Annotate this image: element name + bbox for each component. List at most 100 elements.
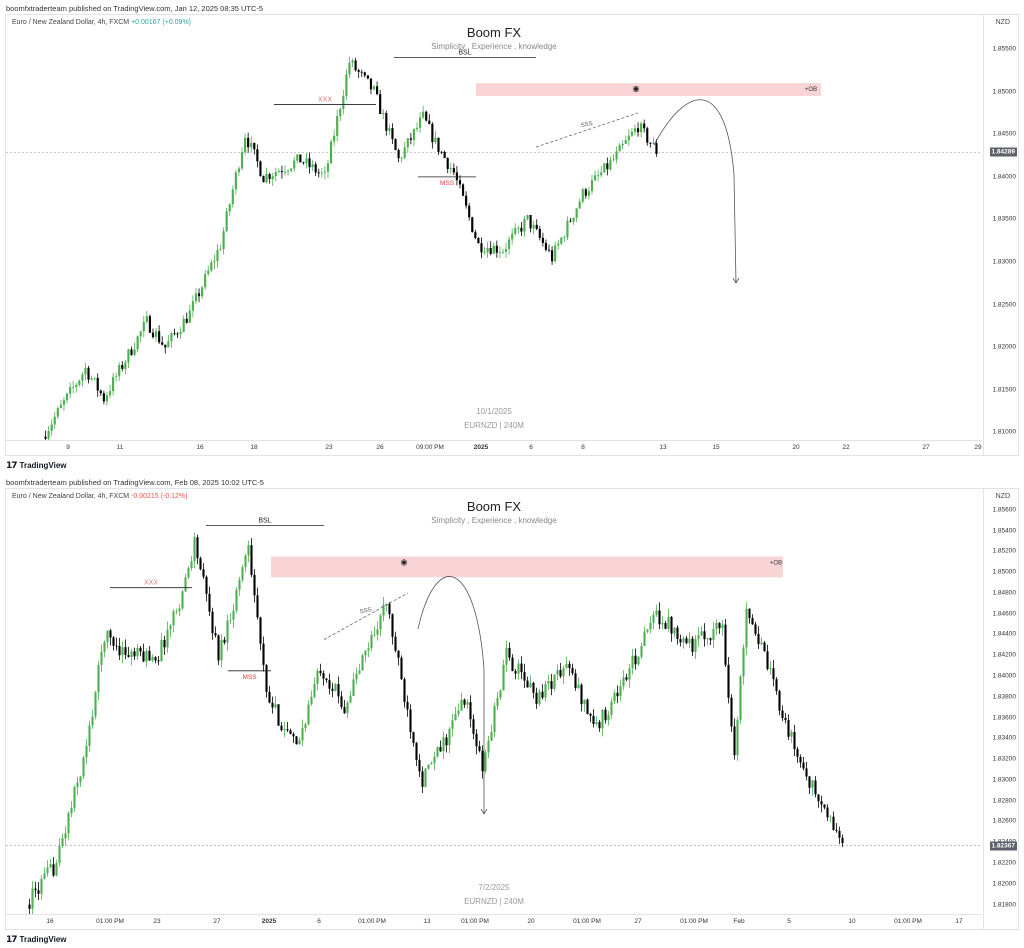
time-tick-label: Feb bbox=[733, 918, 745, 925]
candle-body bbox=[193, 537, 196, 562]
candle bbox=[259, 160, 262, 177]
candle bbox=[636, 122, 640, 137]
candle-body bbox=[568, 663, 571, 669]
candle bbox=[99, 389, 102, 396]
time-tick-label: 6 bbox=[529, 444, 533, 451]
tradingview-logo: 𝟭𝟳 TradingView bbox=[6, 460, 67, 471]
candle-body bbox=[314, 164, 317, 173]
candle-body bbox=[161, 342, 164, 345]
candle bbox=[451, 713, 454, 737]
time-tick-label: 27 bbox=[634, 918, 642, 925]
candle bbox=[164, 344, 167, 354]
price-tick-label: 1.83200 bbox=[992, 755, 1017, 763]
candle-body bbox=[329, 141, 333, 164]
candle-body bbox=[139, 331, 142, 337]
candlestick-chart[interactable]: ◉ +OB BSL XXX MSS SSS bbox=[6, 15, 982, 441]
candle bbox=[446, 157, 449, 174]
candle-body bbox=[700, 631, 703, 636]
candle bbox=[106, 630, 109, 649]
candle bbox=[832, 811, 835, 831]
candle bbox=[75, 382, 78, 393]
candle bbox=[55, 859, 58, 877]
mss-label: MSS bbox=[440, 180, 455, 187]
candle-body bbox=[311, 164, 314, 168]
candle bbox=[214, 626, 217, 638]
candle bbox=[406, 137, 409, 153]
time-axis[interactable]: 9 11 16 18 23 26 09:00 PM 2025 6 8 13 15 20 22 27 29 bbox=[6, 440, 982, 455]
candle-body bbox=[226, 620, 229, 643]
candlestick-chart[interactable]: ◉ +OB BSL XXX MSS SSS bbox=[6, 489, 982, 915]
candle bbox=[627, 129, 630, 146]
candle bbox=[421, 766, 424, 794]
candle bbox=[274, 167, 277, 182]
candle-body bbox=[175, 611, 178, 612]
price-scale[interactable]: NZD 1.85600 1.85400 1.85200 1.85000 1.84800 1… bbox=[983, 489, 1018, 929]
candle-body bbox=[148, 316, 151, 333]
candle bbox=[658, 602, 661, 630]
candle bbox=[469, 695, 472, 728]
candle-body bbox=[422, 111, 425, 118]
candle bbox=[50, 419, 53, 437]
candle bbox=[358, 663, 361, 675]
candle bbox=[118, 637, 121, 660]
candle-body bbox=[220, 639, 223, 661]
price-tick-label: 1.85200 bbox=[992, 547, 1017, 555]
candle-body bbox=[742, 647, 745, 677]
candle-body bbox=[449, 168, 452, 169]
price-tick-label: 1.83000 bbox=[992, 258, 1017, 266]
candle bbox=[76, 776, 79, 796]
candle bbox=[477, 237, 480, 244]
candle bbox=[382, 596, 385, 622]
candle bbox=[643, 626, 646, 647]
candle bbox=[382, 108, 385, 120]
candle bbox=[67, 811, 70, 840]
price-tick-label: 1.85500 bbox=[992, 45, 1017, 53]
order-block-zone bbox=[476, 83, 821, 96]
candle bbox=[348, 56, 351, 79]
price-tick-label: 1.85000 bbox=[992, 568, 1017, 576]
candle bbox=[569, 218, 572, 223]
candle bbox=[661, 616, 664, 630]
price-tick-label: 1.81500 bbox=[992, 386, 1017, 394]
candle bbox=[181, 590, 184, 610]
candle-body bbox=[118, 365, 121, 377]
candle bbox=[130, 648, 133, 666]
candle bbox=[787, 714, 790, 741]
candle-body bbox=[418, 759, 421, 772]
candle bbox=[361, 653, 364, 671]
candle-body bbox=[50, 424, 53, 431]
price-tick-label: 1.82000 bbox=[992, 343, 1017, 351]
candle-body bbox=[709, 638, 712, 641]
candle bbox=[148, 646, 151, 661]
candle-body bbox=[364, 650, 367, 656]
candle-body bbox=[76, 782, 79, 788]
candle bbox=[103, 640, 106, 658]
candle-body bbox=[142, 321, 145, 332]
candle bbox=[310, 690, 313, 706]
candle-body bbox=[328, 680, 331, 689]
candle-body bbox=[244, 555, 247, 568]
price-scale[interactable]: NZD 1.85500 1.85000 1.84500 1.84000 1.83500 1… bbox=[983, 15, 1018, 455]
candle-body bbox=[214, 633, 217, 636]
candle bbox=[415, 741, 418, 767]
candle-body bbox=[640, 123, 643, 133]
candle-body bbox=[133, 349, 136, 355]
candle bbox=[730, 694, 733, 732]
candle bbox=[443, 150, 446, 159]
candle bbox=[439, 740, 442, 752]
candle bbox=[31, 880, 34, 915]
candle-body bbox=[748, 608, 751, 619]
candle-body bbox=[358, 670, 361, 674]
candle bbox=[682, 636, 685, 649]
eye-icon: ◉ bbox=[633, 84, 640, 93]
candle bbox=[721, 620, 724, 636]
candle bbox=[91, 709, 94, 729]
candle bbox=[295, 735, 298, 745]
candle-body bbox=[268, 174, 271, 180]
time-tick-label: 01:00 PM bbox=[573, 918, 601, 925]
time-axis[interactable]: 16 01:00 PM 23 27 2025 6 01:00 PM 13 01:00 PM 20 0… bbox=[6, 914, 982, 929]
candle-body bbox=[247, 545, 250, 556]
candle-body bbox=[78, 380, 81, 385]
candle-body bbox=[587, 191, 590, 196]
candle-body bbox=[679, 639, 682, 643]
